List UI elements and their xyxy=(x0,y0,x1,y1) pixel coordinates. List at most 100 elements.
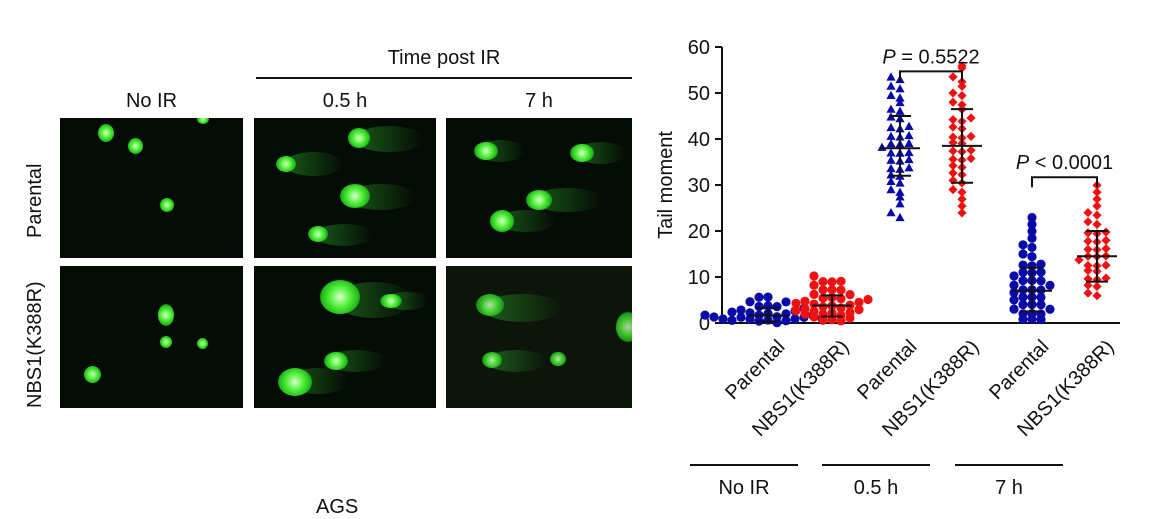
data-point xyxy=(818,285,828,295)
data-point xyxy=(948,175,958,185)
data-point xyxy=(781,309,791,319)
data-point xyxy=(836,310,846,320)
data-point xyxy=(1083,265,1093,276)
data-point xyxy=(904,121,914,130)
y-tick-label: 60 xyxy=(688,37,710,59)
data-point xyxy=(1036,300,1046,310)
data-point xyxy=(886,139,896,148)
data-point xyxy=(895,199,905,208)
data-point xyxy=(895,74,905,84)
data-point xyxy=(895,139,905,148)
data-point xyxy=(845,300,855,310)
data-point xyxy=(754,310,764,320)
data-point xyxy=(1036,292,1046,302)
row-label-nbs1-k388r: NBS1(K388R) xyxy=(24,281,46,408)
data-point xyxy=(745,297,755,307)
data-point xyxy=(1027,212,1037,223)
data-point xyxy=(895,187,905,196)
micrograph-parental-0.5h xyxy=(254,118,436,258)
data-point xyxy=(957,61,967,71)
data-point xyxy=(1101,273,1111,283)
data-point xyxy=(772,318,782,328)
data-point xyxy=(1027,226,1037,236)
data-point xyxy=(1027,268,1037,278)
data-point xyxy=(1092,237,1102,247)
data-point xyxy=(1009,295,1019,305)
data-point xyxy=(1027,261,1037,271)
data-point xyxy=(1018,249,1028,259)
data-point xyxy=(800,296,810,306)
data-point xyxy=(904,130,914,140)
data-point xyxy=(886,131,896,140)
data-point xyxy=(948,122,958,132)
data-point xyxy=(1083,228,1093,238)
data-point xyxy=(957,194,967,204)
data-point xyxy=(957,138,967,149)
data-point xyxy=(1092,261,1102,271)
data-point xyxy=(886,81,896,90)
data-point xyxy=(1009,280,1019,290)
data-point xyxy=(1009,287,1019,298)
data-point xyxy=(966,145,976,155)
data-point xyxy=(754,316,764,326)
data-point xyxy=(1101,260,1111,270)
data-point xyxy=(790,314,800,324)
data-point xyxy=(790,306,800,316)
data-point xyxy=(886,170,896,179)
data-point xyxy=(763,301,773,311)
data-point xyxy=(1083,280,1093,290)
data-point xyxy=(827,285,837,295)
data-point xyxy=(1018,309,1028,319)
data-point xyxy=(895,132,905,141)
data-point xyxy=(957,81,967,91)
data-point xyxy=(948,185,958,195)
data-point xyxy=(957,170,967,180)
data-point xyxy=(886,104,896,113)
data-point xyxy=(781,316,791,326)
data-point xyxy=(1018,276,1028,286)
x-tick-label: Parental xyxy=(721,336,789,404)
data-point xyxy=(709,312,719,322)
data-point xyxy=(1092,219,1102,229)
data-point xyxy=(895,178,905,187)
micrograph-nbs1-k388r-0.5h xyxy=(254,266,436,408)
data-point xyxy=(1092,281,1102,292)
scale-bar xyxy=(596,392,624,395)
data-point xyxy=(1027,275,1037,286)
column-label-no-ir: No IR xyxy=(125,90,178,112)
data-point xyxy=(966,113,976,123)
data-point xyxy=(1027,309,1037,319)
y-tick-label: 40 xyxy=(688,129,710,151)
group-label: 0.5 h xyxy=(854,477,898,499)
y-tick-label: 50 xyxy=(688,83,710,105)
data-point xyxy=(957,155,967,165)
data-point xyxy=(886,90,896,99)
x-tick-label: NBS1(K388R) xyxy=(878,336,983,441)
data-point xyxy=(1092,201,1102,211)
data-point xyxy=(1083,244,1093,254)
data-point xyxy=(718,314,728,324)
data-point xyxy=(1092,275,1102,285)
data-point xyxy=(957,124,967,134)
data-point xyxy=(886,176,896,185)
data-point xyxy=(799,312,809,322)
column-label-7h: 7 h xyxy=(525,90,553,112)
data-point xyxy=(1083,260,1093,271)
data-point xyxy=(1083,274,1093,284)
data-point xyxy=(1101,235,1111,245)
data-point xyxy=(877,142,887,151)
data-point xyxy=(948,161,958,171)
data-point xyxy=(948,168,958,178)
data-point xyxy=(886,148,896,157)
data-point xyxy=(836,294,846,304)
data-point xyxy=(1018,260,1028,270)
data-point xyxy=(809,312,819,322)
data-point xyxy=(1083,288,1093,298)
data-point xyxy=(727,315,737,325)
data-point xyxy=(895,84,905,93)
data-point xyxy=(700,310,710,320)
data-point xyxy=(745,308,755,318)
data-point xyxy=(1083,251,1093,261)
data-point xyxy=(948,72,958,82)
data-point xyxy=(895,212,905,222)
